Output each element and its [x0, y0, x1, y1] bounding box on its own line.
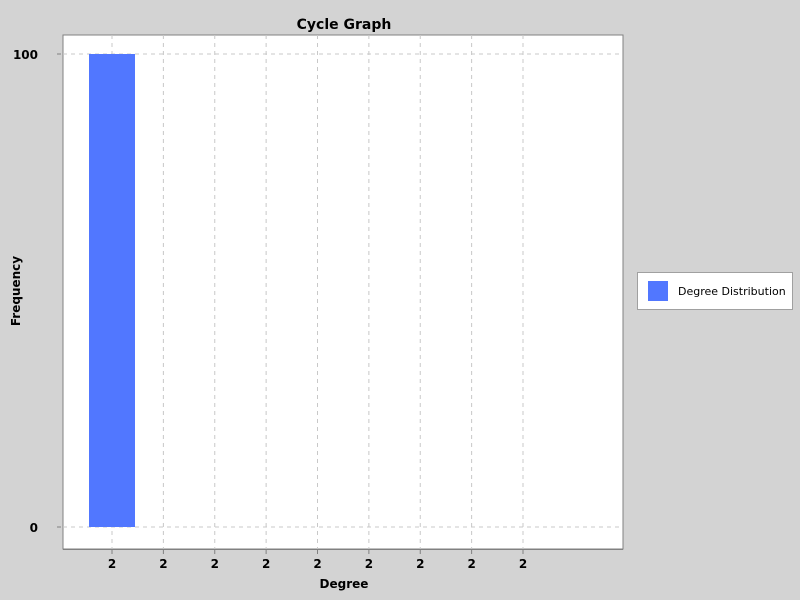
x-ticks: 2 2 2 2 2 2 2 2 2: [108, 550, 527, 571]
x-tick-label: 2: [519, 557, 527, 571]
legend-swatch: [648, 281, 668, 301]
plot-area: [62, 34, 624, 550]
x-tick-label: 2: [467, 557, 475, 571]
y-axis-label: Frequency: [9, 256, 23, 326]
bars: [89, 54, 135, 527]
x-axis-label: Degree: [320, 577, 369, 591]
bar: [89, 54, 135, 527]
y-ticks: 0 100: [13, 48, 61, 535]
chart-title: Cycle Graph: [297, 17, 392, 33]
x-tick-label: 2: [313, 557, 321, 571]
legend-label: Degree Distribution: [678, 284, 786, 298]
x-tick-label: 2: [211, 557, 219, 571]
y-tick-label: 0: [30, 521, 38, 535]
x-tick-label: 2: [416, 557, 424, 571]
x-tick-label: 2: [262, 557, 270, 571]
x-tick-label: 2: [108, 557, 116, 571]
y-tick-label: 100: [13, 48, 38, 62]
grid-lines: [63, 35, 623, 549]
x-tick-label: 2: [365, 557, 373, 571]
x-tick-label: 2: [159, 557, 167, 571]
legend: Degree Distribution: [637, 272, 793, 310]
